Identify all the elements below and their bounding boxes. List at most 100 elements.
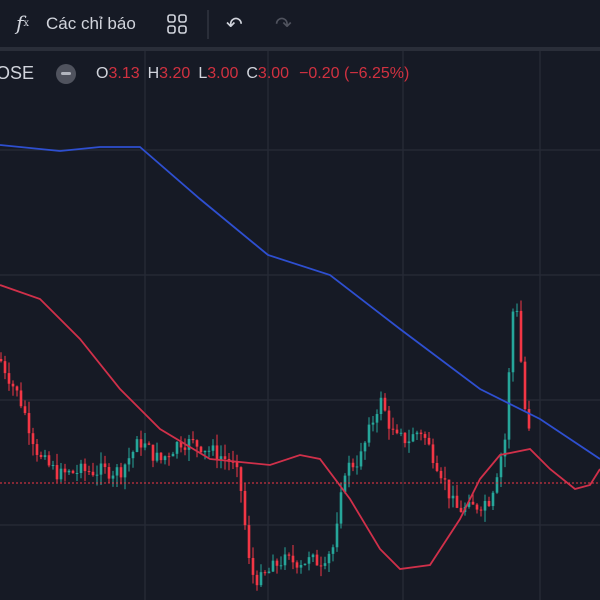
candle-body: [51, 465, 55, 467]
candle-body: [367, 424, 371, 443]
grid-layout-icon[interactable]: [167, 14, 187, 34]
candle-body: [203, 450, 207, 453]
candle-body: [123, 464, 127, 478]
candle-body: [467, 501, 471, 507]
candle-body: [423, 434, 427, 438]
candle-body: [347, 462, 351, 476]
candle-body: [383, 397, 387, 411]
candle-body: [263, 572, 267, 574]
collapse-icon[interactable]: [56, 63, 77, 84]
candle-body: [267, 571, 271, 574]
candle-body: [103, 463, 107, 468]
candle-body: [351, 462, 355, 468]
candle-body: [431, 444, 435, 463]
open-value: 3.13: [108, 64, 140, 82]
ohlc-legend: OSE O 3.13 H 3.20 L 3.00 C 3.00 −0.20 (−6.25…: [0, 63, 409, 84]
candle-body: [247, 525, 251, 558]
candle-body: [31, 433, 35, 445]
candle-body: [59, 468, 63, 480]
candle-body: [447, 479, 451, 499]
candle-body: [479, 509, 483, 511]
candle-body: [151, 444, 155, 461]
candle-body: [191, 438, 195, 441]
candle-body: [187, 438, 191, 450]
candle-body: [291, 555, 295, 563]
candle-body: [143, 443, 147, 448]
candle-body: [259, 572, 263, 586]
candle-body: [23, 406, 27, 414]
candle-body: [83, 463, 87, 472]
change-value: −0.20 (−6.25%): [299, 64, 410, 82]
undo-icon[interactable]: ↶: [226, 14, 243, 36]
candle-body: [499, 456, 503, 478]
candle-body: [3, 361, 7, 374]
candle-body: [355, 466, 359, 468]
candle-body: [527, 409, 531, 429]
candle-body: [327, 553, 331, 564]
candle-body: [359, 451, 363, 467]
high-label: H: [147, 64, 160, 82]
candle-body: [439, 470, 443, 479]
candle-body: [235, 462, 239, 468]
candle-body: [251, 557, 255, 575]
candle-body: [319, 565, 323, 567]
open-label: O: [96, 64, 109, 82]
candle-body: [231, 461, 235, 463]
candle-body: [331, 547, 335, 554]
candle-body: [55, 465, 59, 480]
candle-body: [455, 495, 459, 508]
candle-body: [139, 439, 143, 448]
candle-body: [427, 437, 431, 445]
candle-body: [363, 442, 367, 452]
candle-body: [15, 386, 19, 391]
candle-body: [71, 470, 75, 474]
candle-body: [115, 467, 119, 476]
candle-body: [491, 492, 495, 507]
candle-body: [219, 456, 223, 461]
candle-body: [75, 473, 79, 475]
candle-body: [403, 432, 407, 444]
candle-body: [199, 446, 203, 453]
candle-body: [215, 445, 219, 461]
candle-body: [111, 475, 115, 479]
candle-body: [243, 490, 247, 526]
candle-body: [299, 564, 303, 568]
price-chart[interactable]: [0, 51, 600, 600]
candle-body: [451, 495, 455, 499]
candle-body: [375, 414, 379, 423]
candle-body: [287, 554, 291, 556]
candle-body: [395, 429, 399, 434]
candle-body: [79, 463, 83, 474]
low-value: 3.00: [207, 64, 239, 82]
candle-body: [495, 477, 499, 493]
candle-body: [459, 507, 463, 513]
candle-body: [67, 470, 71, 473]
candle-body: [131, 451, 135, 459]
candle-body: [279, 565, 283, 567]
candle-body: [255, 574, 259, 586]
candle-body: [167, 456, 171, 458]
candle-body: [155, 452, 159, 461]
candle-body: [311, 554, 315, 558]
candle-body: [339, 492, 343, 524]
candle-body: [211, 445, 215, 451]
candle-body: [407, 441, 411, 444]
candle-body: [519, 310, 523, 362]
candle-body: [275, 560, 279, 566]
close-label: C: [246, 64, 258, 82]
candle-body: [415, 432, 419, 435]
candle-body: [239, 467, 243, 491]
candle-body: [39, 454, 43, 458]
candle-body: [487, 500, 491, 507]
moving-average-blue: [0, 144, 600, 460]
candle-body: [19, 390, 23, 407]
candle-body: [483, 500, 487, 511]
indicators-button[interactable]: Các chỉ báo: [46, 14, 136, 33]
candle-body: [35, 444, 39, 455]
candle-body: [399, 432, 403, 434]
candle-body: [195, 440, 199, 447]
redo-icon[interactable]: ↷: [275, 14, 292, 36]
symbol-name[interactable]: OSE: [0, 63, 35, 83]
candle-body: [371, 422, 375, 425]
